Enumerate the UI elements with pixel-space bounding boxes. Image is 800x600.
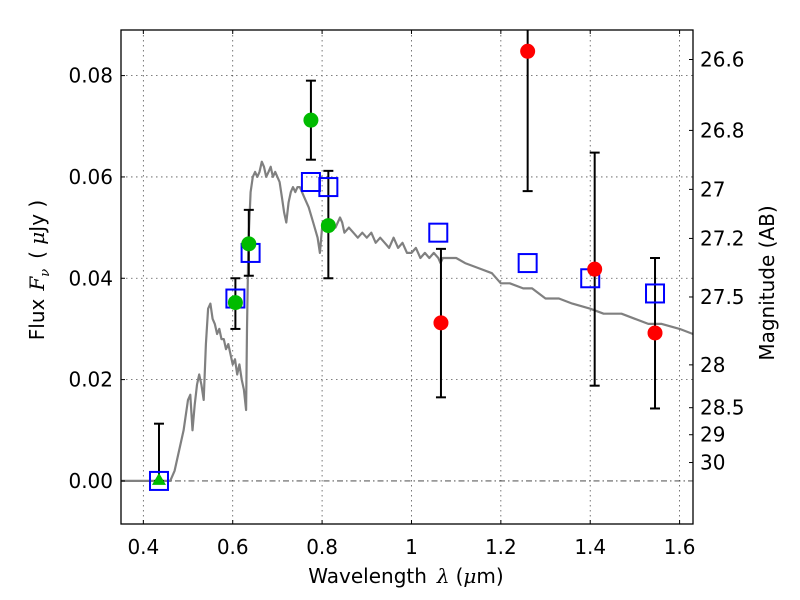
y-tick-label: 0.04	[68, 266, 113, 290]
model-photometry-square	[318, 177, 339, 198]
model-photometry-square	[300, 172, 321, 192]
y2-tick-label: 26.6	[700, 48, 745, 72]
y-axis-label: FluxFν( μJy )	[25, 200, 53, 340]
y-tick-label: 0.06	[68, 165, 113, 189]
x-tick-label: 1.2	[485, 535, 517, 559]
data-point-circle	[587, 261, 603, 277]
y-tick-label: 0.02	[68, 368, 113, 392]
y-tick-label: 0.00	[68, 469, 113, 493]
plot-frame	[120, 29, 694, 525]
x-tick-label: 1.4	[574, 535, 606, 559]
data-point-circle	[241, 236, 257, 252]
x-axis-label: Wavelength λ (μm)	[308, 564, 503, 588]
y2-tick-label: 27.2	[700, 226, 745, 250]
data-point-circle	[433, 315, 449, 331]
markers-layer	[148, 30, 666, 491]
y-axis-ticks: 0.00 0.02 0.04 0.06 0.08	[68, 64, 125, 493]
y2-tick-label: 30	[700, 451, 725, 475]
x-tick-label: 0.4	[127, 535, 159, 559]
data-point-circle	[647, 325, 663, 341]
data-point-circle	[520, 43, 536, 59]
y2-tick-label: 26.8	[700, 118, 745, 142]
y2-tick-label: 27.5	[700, 285, 745, 309]
model-photometry-square	[645, 283, 666, 304]
x-axis-ticks: 0.4 0.6 0.8 1 1.2 1.4 1.6	[127, 30, 696, 559]
upper-limit-triangle	[151, 472, 166, 485]
y2-axis-label: Magnitude (AB)	[755, 205, 779, 360]
data-point-circle	[303, 112, 319, 128]
x-tick-label: 0.6	[217, 535, 249, 559]
grid	[121, 30, 693, 524]
y2-tick-label: 28	[700, 353, 725, 377]
y-tick-label: 0.08	[68, 64, 113, 88]
data-point-circle	[320, 218, 336, 234]
sed-model-layer	[121, 160, 693, 482]
y2-axis-ticks: 26.6 26.8 27 27.2 27.5 28 28.5 29 30	[689, 48, 745, 475]
model-photometry-square	[148, 470, 169, 491]
x-tick-label: 1.6	[664, 535, 696, 559]
model-photometry-square	[517, 253, 538, 274]
x-tick-label: 0.8	[306, 535, 338, 559]
data-point-circle	[227, 295, 243, 311]
y2-tick-label: 27	[700, 177, 725, 201]
model-photometry-square	[428, 222, 449, 243]
plot-content	[121, 30, 693, 491]
x-tick-label: 1	[405, 535, 418, 559]
y2-tick-label: 28.5	[700, 396, 745, 420]
y2-tick-label: 29	[700, 423, 725, 447]
sed-model-line	[121, 160, 693, 482]
